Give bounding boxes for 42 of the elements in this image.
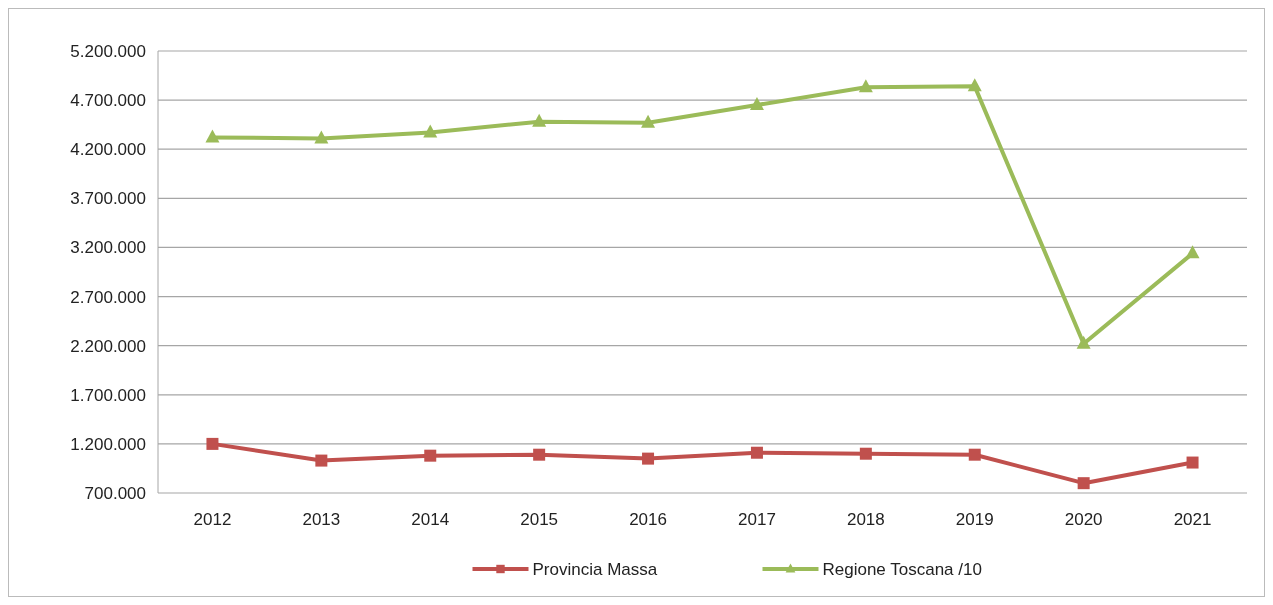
point [968, 448, 981, 461]
legend-label: Regione Toscana /10 [822, 559, 982, 579]
x-tick-label: 2021 [1173, 510, 1212, 529]
point [423, 124, 438, 138]
x-tick-label: 2015 [520, 510, 559, 529]
x-tick-label: 2016 [629, 510, 667, 529]
x-tick-label: 2020 [1064, 510, 1103, 529]
y-tick-label: 4.700.000 [70, 91, 146, 111]
point [967, 78, 982, 92]
point [1076, 335, 1091, 349]
y-tick-label: 4.200.000 [70, 140, 146, 160]
point [1186, 456, 1199, 469]
point [1185, 245, 1200, 259]
x-tick-label: 2019 [955, 510, 994, 529]
point [532, 113, 547, 127]
point [424, 449, 437, 462]
y-tick-label: 5.200.000 [70, 41, 146, 61]
point [206, 437, 219, 450]
x-tick-label: 2012 [193, 510, 232, 529]
point [205, 129, 220, 143]
x-tick-label: 2018 [846, 510, 885, 529]
y-tick-label: 1.200.000 [70, 434, 146, 454]
point [859, 447, 872, 460]
point [1077, 477, 1090, 490]
y-tick-label: 3.200.000 [70, 238, 146, 258]
x-tick-label: 2017 [738, 510, 776, 529]
point [858, 79, 873, 93]
point [314, 130, 329, 144]
y-tick-label: 2.200.000 [70, 336, 146, 356]
point [642, 452, 655, 465]
x-tick-label: 2014 [411, 510, 450, 529]
legend-label: Provincia Massa [532, 559, 658, 579]
point [750, 446, 763, 459]
y-tick-label: 700.000 [84, 483, 146, 503]
point [749, 97, 764, 111]
point [315, 454, 328, 467]
point [533, 448, 546, 461]
y-tick-label: 3.700.000 [70, 189, 146, 209]
y-tick-label: 2.700.000 [70, 287, 146, 307]
y-tick-label: 1.700.000 [70, 385, 146, 405]
point [641, 114, 656, 128]
x-tick-label: 2013 [302, 510, 341, 529]
